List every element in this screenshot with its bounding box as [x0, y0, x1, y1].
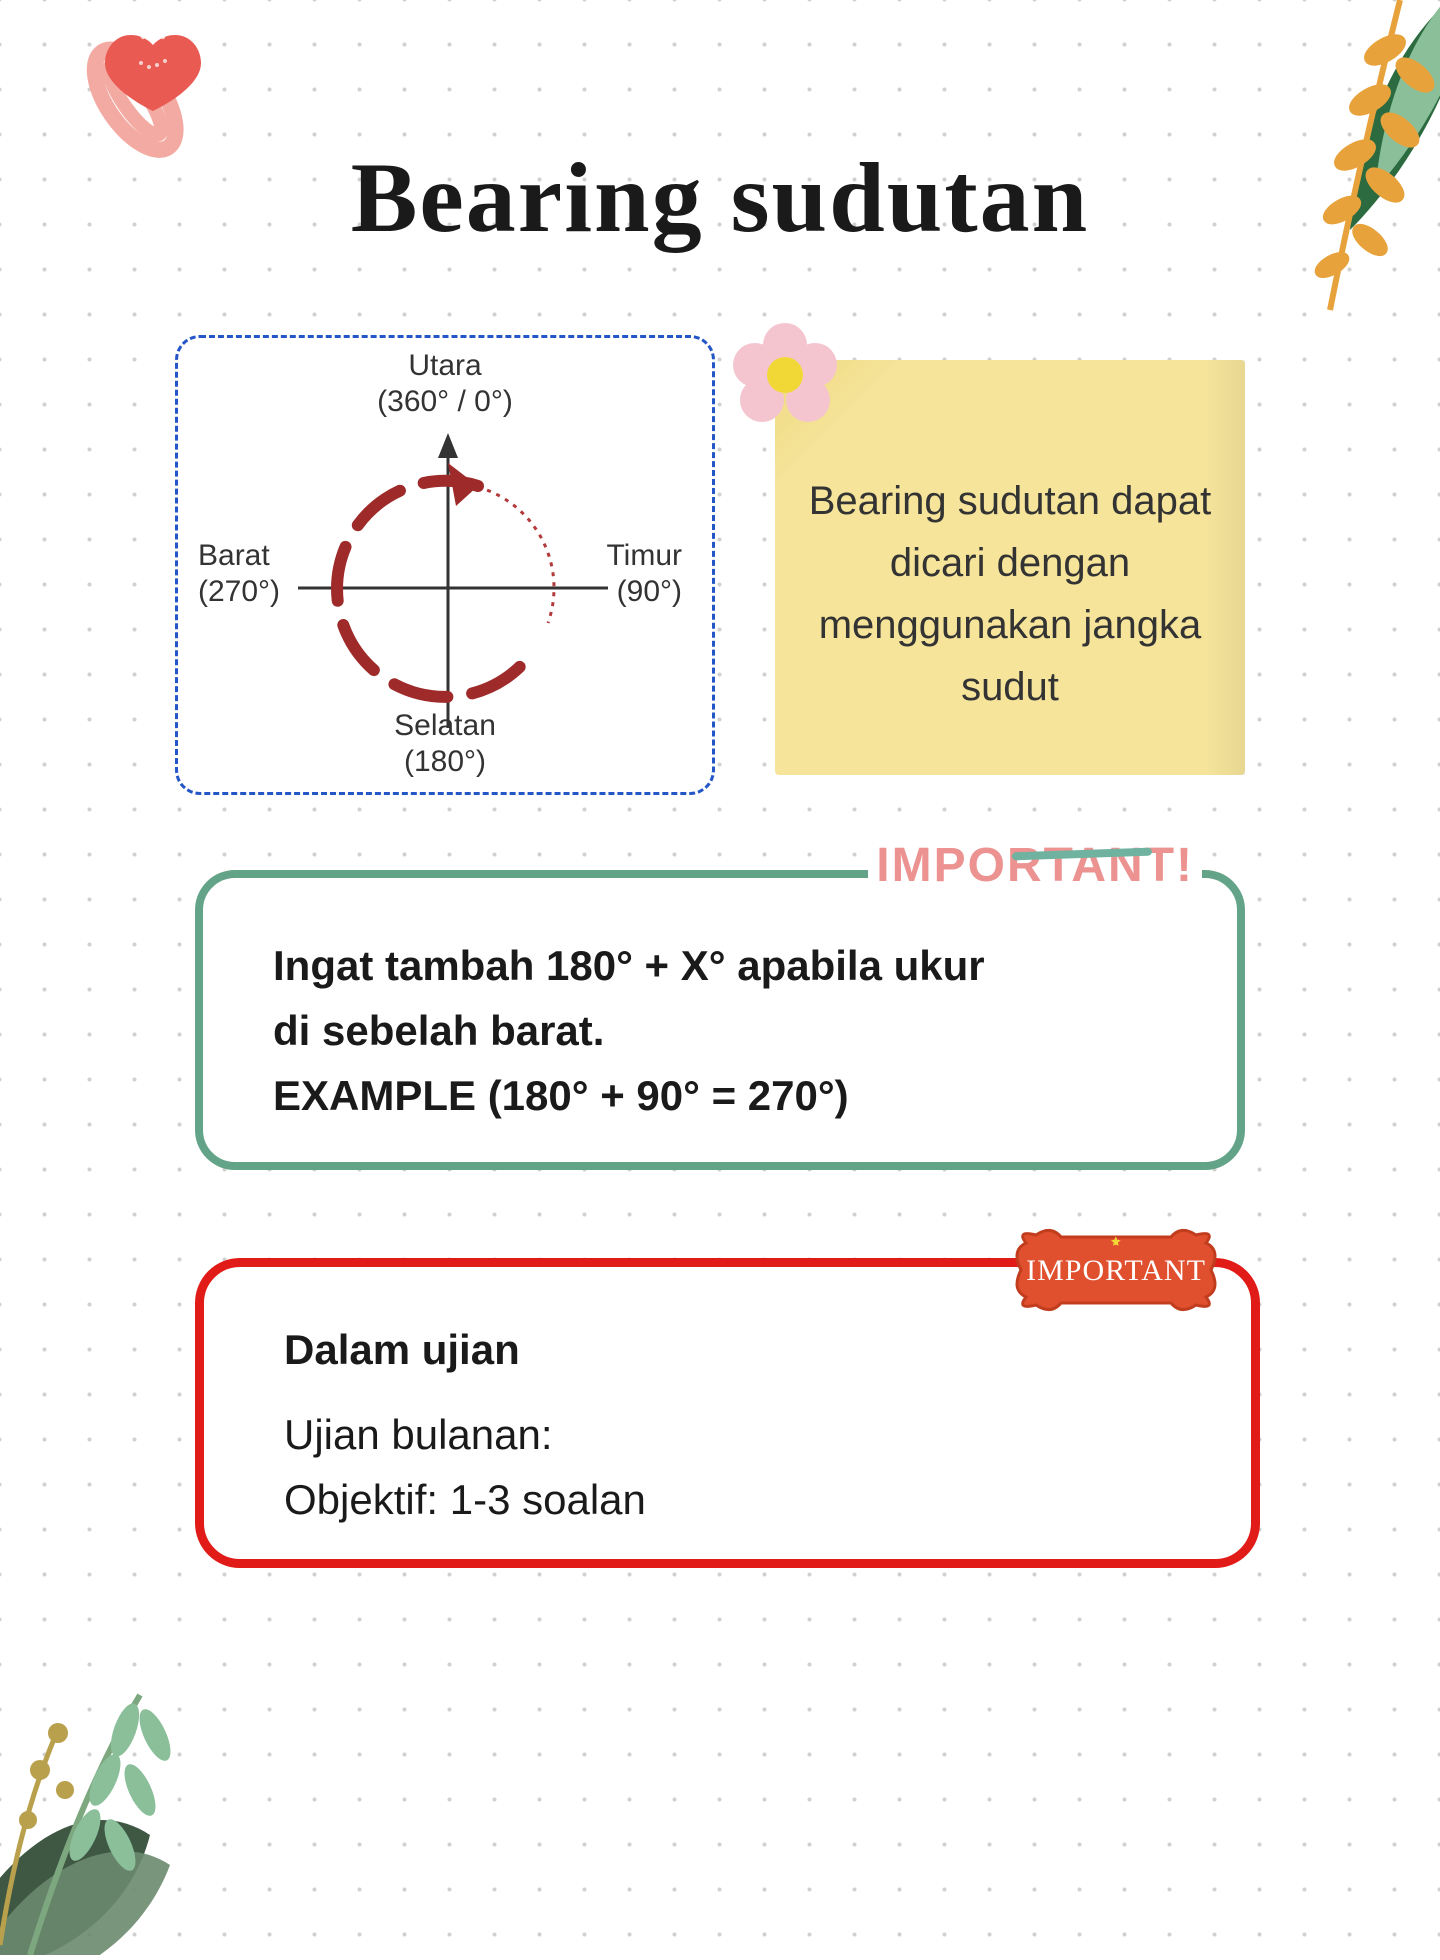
important-badge: IMPORTANT — [1001, 1225, 1231, 1320]
east-deg: (90°) — [606, 574, 682, 610]
flower-icon — [730, 320, 840, 435]
west-deg: (270°) — [198, 575, 280, 608]
green-line-1: Ingat tambah 180° + X° apabila ukur — [273, 942, 985, 989]
green-box-text: Ingat tambah 180° + X° apabila ukur di s… — [203, 878, 1237, 1183]
compass-south-label: Selatan (180°) — [178, 708, 712, 780]
sticky-note: Bearing sudutan dapat dicari dengan meng… — [775, 360, 1245, 775]
green-line-2: di sebelah barat. — [273, 1007, 604, 1054]
west-name: Barat — [198, 539, 270, 572]
leaves-bottom-left-decor — [0, 1575, 350, 1960]
important-red-box: IMPORTANT Dalam ujian Ujian bulanan: Obj… — [195, 1258, 1260, 1568]
important-green-box: IMPORTANT! Ingat tambah 180° + X° apabil… — [195, 870, 1245, 1170]
badge-text: IMPORTANT — [1026, 1254, 1206, 1287]
north-deg: (360° / 0°) — [377, 385, 513, 418]
compass-north-label: Utara (360° / 0°) — [178, 348, 712, 420]
compass-west-label: Barat (270°) — [198, 538, 280, 610]
east-name: Timur — [606, 539, 682, 572]
important-label-text: IMPORTANT! — [868, 838, 1202, 893]
north-name: Utara — [408, 349, 481, 382]
compass-east-label: Timur (90°) — [606, 538, 682, 610]
south-name: Selatan — [394, 709, 496, 742]
green-line-3: EXAMPLE (180° + 90° = 270°) — [273, 1072, 849, 1119]
compass-diagram-box: Utara (360° / 0°) Selatan (180°) Timur (… — [175, 335, 715, 795]
south-deg: (180°) — [404, 745, 486, 778]
page-title: Bearing sudutan — [0, 140, 1440, 255]
red-line-2: Objektif: 1-3 soalan — [284, 1467, 1171, 1532]
red-heading: Dalam ujian — [284, 1317, 1171, 1382]
sticky-note-text: Bearing sudutan dapat dicari dengan meng… — [775, 470, 1245, 718]
red-line-1: Ujian bulanan: — [284, 1402, 1171, 1467]
